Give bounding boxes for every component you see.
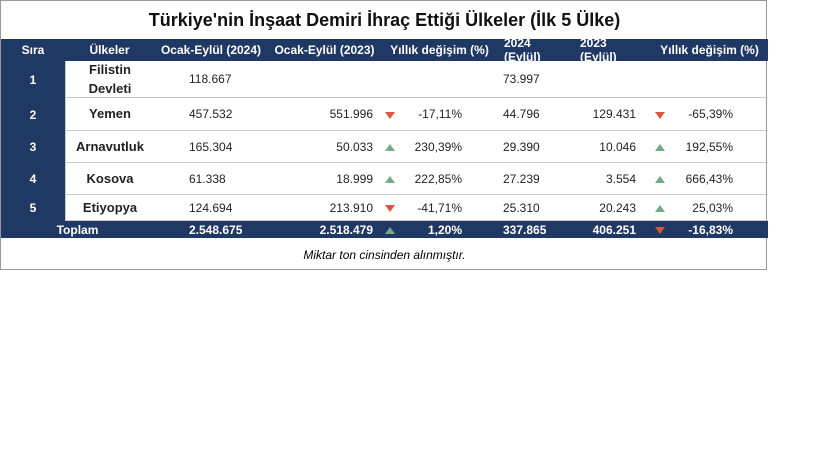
value-cell: 192,55% — [651, 131, 768, 163]
total-value: 337.865 — [498, 221, 574, 238]
value-cell: -17,11% — [381, 98, 498, 131]
value-cell: 666,43% — [651, 163, 768, 195]
value-cell: 73.997 — [498, 61, 574, 98]
up-arrow — [655, 176, 665, 183]
arrow-shape — [655, 176, 665, 183]
total-label: Toplam — [1, 221, 154, 238]
value-cell: 20.243 — [574, 195, 651, 221]
arrow-shape — [385, 111, 395, 119]
arrow-shape — [655, 111, 665, 119]
total-value: 2.548.675 — [154, 221, 268, 238]
total-value: 406.251 — [574, 221, 651, 238]
arrow-shape — [385, 205, 395, 212]
up-arrow — [385, 176, 395, 183]
value-cell: 457.532 — [154, 98, 268, 131]
country: Arnavutluk — [65, 131, 154, 163]
value-cell: 222,85% — [381, 163, 498, 195]
arrow-shape — [385, 226, 395, 234]
column-header: Ocak-Eylül (2024) — [154, 39, 268, 61]
country: Etiyopya — [65, 195, 154, 221]
value-cell — [381, 61, 498, 98]
country: Kosova — [65, 163, 154, 195]
column-header: Yıllık değişim (%) — [381, 39, 498, 61]
column-header: Yıllık değişim (%) — [651, 39, 768, 61]
up-arrow — [655, 144, 665, 151]
value-cell: 44.796 — [498, 98, 574, 131]
column-header: 2024 (Eylül) — [498, 36, 574, 64]
column-header: Sıra — [1, 39, 65, 61]
value-cell: 165.304 — [154, 131, 268, 163]
value-cell: 10.046 — [574, 131, 651, 163]
up-arrow — [655, 205, 665, 212]
value-cell: 551.996 — [268, 98, 381, 131]
value-cell: -41,71% — [381, 195, 498, 221]
total-value: 1,20% — [381, 221, 498, 238]
value-cell: -65,39% — [651, 98, 768, 131]
table: Türkiye'nin İnşaat Demiri İhraç Ettiği Ü… — [0, 0, 768, 270]
arrow-shape — [655, 144, 665, 151]
country: Filistin Devleti — [65, 61, 154, 98]
total-value: -16,83% — [651, 221, 768, 238]
arrow-shape — [655, 205, 665, 212]
footnote: Miktar ton cinsinden alınmıştır. — [303, 247, 466, 262]
row-number: 2 — [1, 98, 65, 131]
arrow-shape — [655, 226, 665, 234]
value-cell: 3.554 — [574, 163, 651, 195]
value-cell: 118.667 — [154, 61, 268, 98]
row-number: 1 — [1, 61, 65, 98]
value-cell: 124.694 — [154, 195, 268, 221]
down-arrow — [655, 111, 665, 119]
row-number: 4 — [1, 163, 65, 195]
total-value: 2.518.479 — [268, 221, 381, 238]
country: Yemen — [65, 98, 154, 131]
value-cell: 25.310 — [498, 195, 574, 221]
row-number: 3 — [1, 131, 65, 163]
up-arrow — [385, 226, 395, 234]
arrow-shape — [385, 176, 395, 183]
column-header: Ocak-Eylül (2023) — [268, 39, 381, 61]
value-cell: 129.431 — [574, 98, 651, 131]
title: Türkiye'nin İnşaat Demiri İhraç Ettiği Ü… — [148, 9, 621, 30]
value-cell — [268, 61, 381, 98]
arrow-shape — [385, 144, 395, 151]
value-cell: 18.999 — [268, 163, 381, 195]
value-cell: 29.390 — [498, 131, 574, 163]
down-arrow — [385, 205, 395, 212]
down-arrow — [385, 111, 395, 119]
up-arrow — [385, 144, 395, 151]
value-cell: 50.033 — [268, 131, 381, 163]
column-header: Ülkeler — [65, 39, 154, 61]
value-cell: 213.910 — [268, 195, 381, 221]
row-number: 5 — [1, 195, 65, 221]
value-cell — [651, 61, 768, 98]
value-cell: 27.239 — [498, 163, 574, 195]
value-cell: 25,03% — [651, 195, 768, 221]
column-header: 2023 (Eylül) — [574, 36, 651, 64]
value-cell: 61.338 — [154, 163, 268, 195]
down-arrow — [655, 226, 665, 234]
value-cell — [574, 61, 651, 98]
value-cell: 230,39% — [381, 131, 498, 163]
